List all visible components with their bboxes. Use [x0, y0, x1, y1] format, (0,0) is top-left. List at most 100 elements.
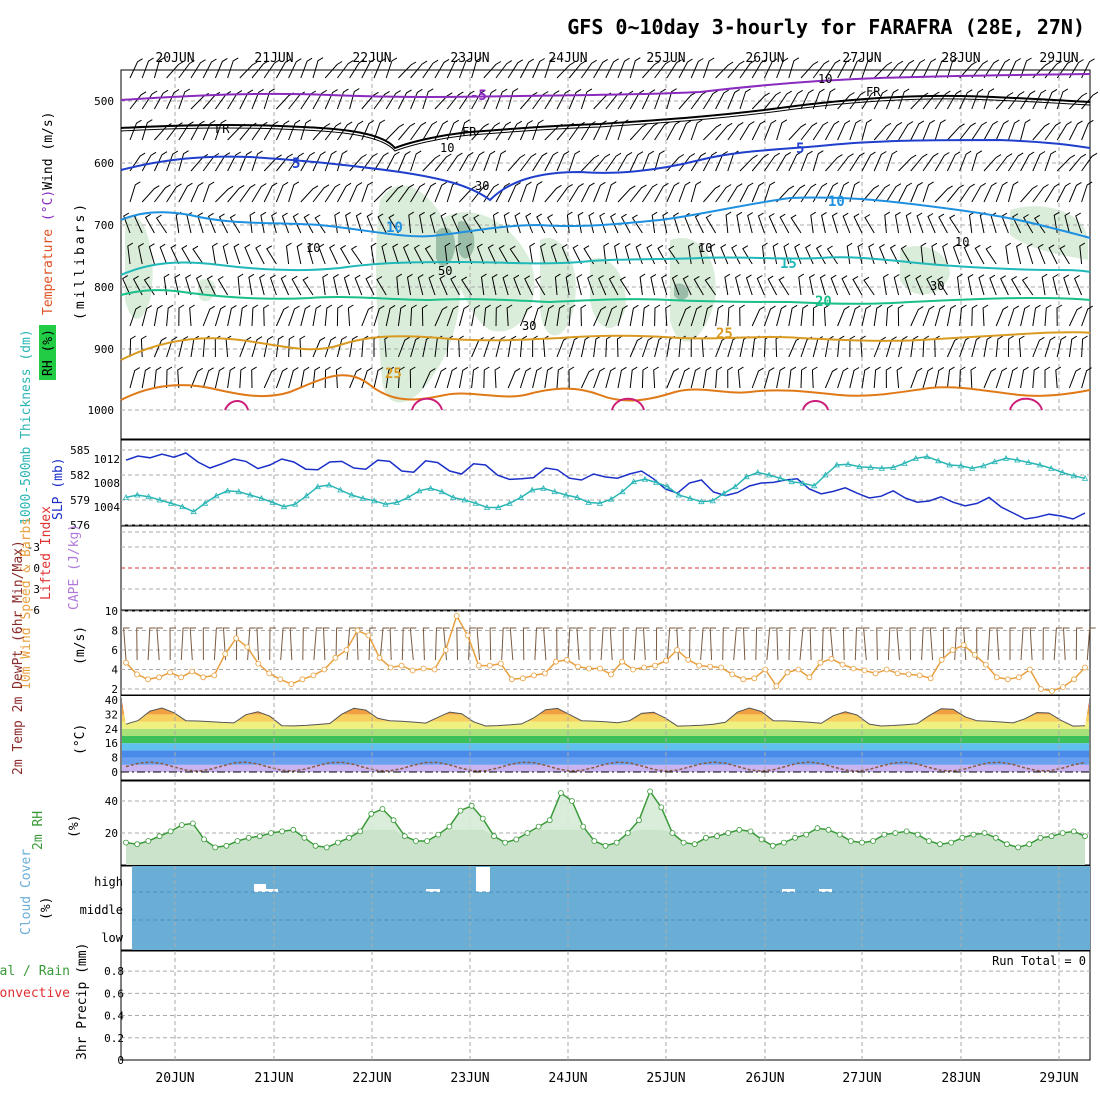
- wind-barb: [565, 273, 572, 296]
- wind-barb: [593, 58, 608, 79]
- data-point: [1037, 834, 1044, 841]
- wind-barb: [550, 243, 558, 265]
- data-point: [1071, 676, 1077, 683]
- data-point: [718, 664, 725, 671]
- wind-barb: [788, 57, 800, 79]
- data-point: [867, 464, 874, 470]
- data-point: [256, 833, 263, 840]
- wind-barb: [379, 627, 389, 661]
- wind-barb: [202, 120, 216, 141]
- data-point: [379, 806, 386, 812]
- wind-barb: [910, 335, 919, 358]
- wind-barb: [373, 367, 384, 389]
- wind-barb: [509, 245, 521, 265]
- wind-barb: [239, 366, 247, 389]
- data-point: [585, 499, 592, 505]
- wind-barb: [581, 154, 600, 172]
- wind-barb: [422, 368, 436, 389]
- wind-barb: [650, 273, 657, 296]
- data-point: [551, 488, 558, 495]
- precip-tick-label: 0.2: [104, 1032, 124, 1045]
- date-label-top: 20JUN: [155, 51, 194, 66]
- wind-barb: [910, 153, 928, 172]
- wind-barb: [218, 213, 229, 234]
- data-point: [1059, 469, 1066, 475]
- wind-barb: [727, 366, 733, 389]
- isotherm-35-loops: [224, 397, 1043, 411]
- wind-barb: [373, 90, 390, 110]
- wind-barb: [1056, 154, 1076, 172]
- isotherm-label-5a: 5: [292, 156, 300, 172]
- data-point: [948, 839, 955, 846]
- wind-barb: [312, 184, 330, 203]
- wind10m-unit: (m/s): [73, 626, 88, 665]
- isotherm-5: [120, 138, 1091, 202]
- temp2m-unit: (°C): [73, 724, 88, 755]
- data-point: [795, 666, 802, 673]
- wind-barb: [893, 274, 900, 296]
- wind-barb: [800, 89, 814, 110]
- isotherm-label-5b: 5: [796, 141, 804, 157]
- wind-barb: [397, 89, 412, 110]
- data-point: [246, 491, 254, 498]
- wind-barb: [422, 59, 439, 79]
- wind-barb: [654, 88, 667, 110]
- wind-barb: [629, 337, 643, 358]
- wind-barb: [882, 273, 889, 296]
- wind-barb: [910, 181, 923, 203]
- isotherm-label-minus5: -5: [470, 88, 487, 104]
- wind-barb: [506, 304, 513, 327]
- wind-barb: [354, 274, 363, 296]
- wind-barb: [233, 243, 241, 265]
- data-point: [409, 667, 416, 674]
- wind-barb: [263, 304, 269, 327]
- wind-barb: [809, 273, 815, 296]
- wind-barb: [873, 304, 883, 327]
- wind-barb: [910, 306, 924, 327]
- wind-barb: [824, 59, 841, 79]
- rh2m-tick-label: 20: [105, 827, 118, 840]
- wind10m-speed-series: [123, 613, 1088, 694]
- date-label-bottom: 29JUN: [1039, 1071, 1078, 1086]
- wind-barb: [385, 366, 395, 389]
- data-point: [517, 494, 525, 500]
- wind-barb: [763, 305, 776, 327]
- wind-barb: [995, 305, 1009, 327]
- wind-barb: [1044, 366, 1051, 388]
- data-point: [769, 842, 776, 849]
- temperature-band: [122, 757, 1089, 765]
- wind-barb: [444, 242, 451, 265]
- wind-barb: [735, 274, 741, 296]
- wind-barb: [776, 57, 789, 79]
- wind-barb: [532, 367, 542, 389]
- wind-barb: [410, 88, 423, 110]
- wind-barb: [619, 276, 631, 296]
- wind-barb: [249, 211, 256, 234]
- data-point: [850, 665, 857, 672]
- data-point: [464, 632, 471, 639]
- wind-barb: [673, 212, 680, 234]
- wind-barb: [123, 627, 130, 661]
- wind-barb: [915, 274, 924, 296]
- wind-barb: [458, 151, 474, 172]
- wind-barb: [251, 183, 267, 203]
- wind-barb: [639, 273, 646, 296]
- data-point: [914, 831, 921, 838]
- wind-barb: [166, 61, 184, 79]
- pressure-tick-label: 900: [94, 343, 114, 356]
- rh-label-10a: 10: [306, 241, 320, 255]
- wind-barb: [742, 627, 750, 661]
- wind-barb: [971, 150, 983, 172]
- wind-barb: [826, 245, 839, 265]
- data-point: [486, 662, 493, 669]
- pressure-tick-label: 1000: [88, 404, 115, 417]
- wind-barb: [296, 242, 303, 265]
- wind-barb: [959, 150, 972, 172]
- data-point: [201, 499, 209, 506]
- wind-barb: [324, 61, 343, 79]
- wind-barb: [1011, 275, 1022, 296]
- wind-barb: [629, 151, 644, 172]
- wind-barb: [312, 89, 327, 110]
- wind-barb: [849, 152, 865, 172]
- temperature-mask: [121, 696, 1090, 727]
